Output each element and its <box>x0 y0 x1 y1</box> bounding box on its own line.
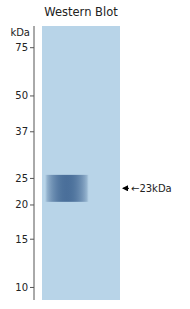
band-annotation: ←23kDa <box>131 183 172 194</box>
chart-container: Western Blot 75 50 37 25 20 15 10 kDa ←23kDa <box>0 0 190 309</box>
y-tick <box>30 204 34 205</box>
title: Western Blot <box>44 5 118 19</box>
marks <box>45 175 89 202</box>
y-axis-line <box>34 26 35 300</box>
y-tick-label: 10 <box>15 282 28 293</box>
y-tick-label: 20 <box>15 199 28 210</box>
y-tick-label: 15 <box>15 234 28 245</box>
y-tick <box>30 239 34 240</box>
y-tick <box>30 131 34 132</box>
y-tick-label: 50 <box>15 90 28 101</box>
annotation-arrow <box>123 188 129 189</box>
band <box>45 175 89 202</box>
y-tick-label: 75 <box>15 42 28 53</box>
y-tick <box>30 47 34 48</box>
y-tick <box>30 287 34 288</box>
gel-lane <box>42 26 120 300</box>
y-tick-label: 37 <box>15 126 28 137</box>
y-axis-label: kDa <box>10 27 30 38</box>
y-tick <box>30 95 34 96</box>
y-tick <box>30 178 34 179</box>
chart: Western Blot 75 50 37 25 20 15 10 kDa ←23kDa <box>0 0 190 309</box>
y-tick-label: 25 <box>15 173 28 184</box>
